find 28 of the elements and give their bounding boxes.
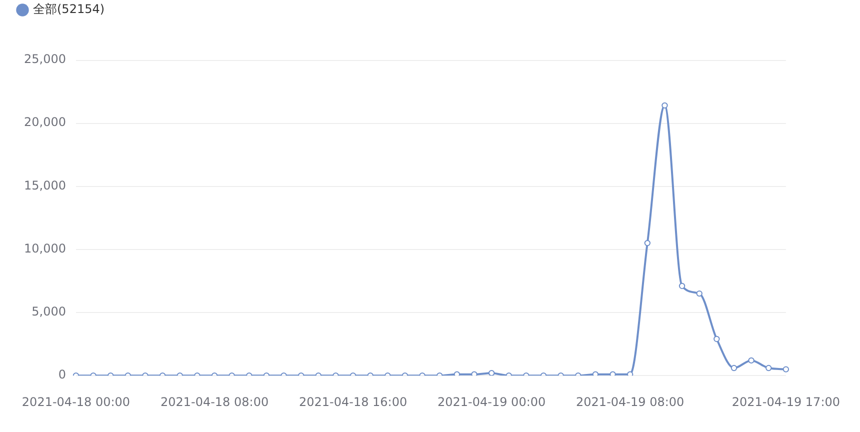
point (748, 357, 754, 364)
point (730, 364, 738, 372)
y-tick-label: 10,000 (24, 241, 66, 256)
point (696, 290, 702, 297)
x-tick-label: 2021-04-18 08:00 (160, 394, 269, 409)
point (592, 371, 599, 376)
point (471, 371, 478, 376)
y-tick-label: 0 (58, 368, 66, 382)
y-tick-label: 20,000 (24, 115, 66, 130)
point (488, 370, 495, 376)
point (766, 364, 772, 372)
point (662, 102, 668, 109)
x-tick-label: 2021-04-18 16:00 (298, 394, 408, 409)
legend-label: 全部(52154) (33, 2, 105, 16)
y-tick-label: 5,000 (32, 304, 66, 319)
x-tick-label: 2021-04-19 00:00 (437, 394, 546, 409)
point (644, 240, 651, 246)
x-tick-label: 2021-04-19 17:00 (732, 394, 840, 409)
point (610, 371, 616, 376)
point (714, 336, 720, 342)
y-tick-label: 25,000 (24, 52, 66, 66)
point (626, 371, 634, 376)
x-tick-label: 2021-04-18 00:00 (22, 394, 130, 409)
point (454, 371, 460, 376)
x-tick-label: 2021-04-19 08:00 (576, 394, 684, 409)
y-tick-label: 15,000 (24, 178, 66, 192)
point (782, 366, 790, 372)
point (678, 282, 686, 290)
